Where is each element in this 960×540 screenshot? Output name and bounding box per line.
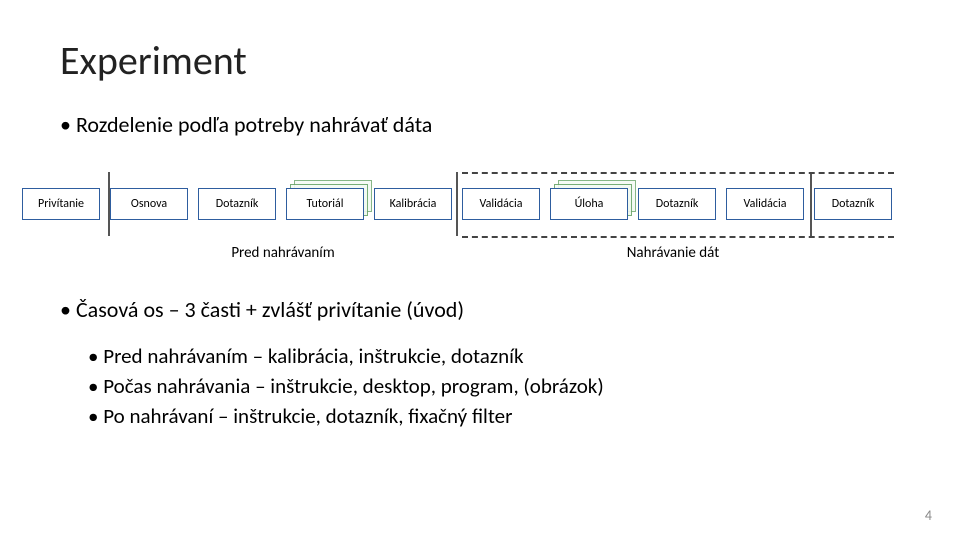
step-label: Dotazník	[198, 188, 276, 220]
page-number: 4	[925, 507, 932, 524]
bullet-sub-1: Pred nahrávaním – kalibrácia, inštrukcie…	[88, 343, 912, 369]
step-label: Validácia	[726, 188, 804, 220]
section-label-rec: Nahrávanie dát	[558, 244, 788, 262]
step-validacia-2: Validácia	[726, 188, 804, 220]
step-label: Osnova	[110, 188, 188, 220]
step-row: Privítanie Osnova Dotazník Tutoriál Kali…	[18, 188, 938, 220]
step-dotaznik-3: Dotazník	[814, 188, 892, 220]
step-uloha: Úloha	[550, 188, 628, 220]
step-label: Dotazník	[814, 188, 892, 220]
step-privitanie: Privítanie	[22, 188, 100, 220]
step-label: Validácia	[462, 188, 540, 220]
step-label: Tutoriál	[286, 188, 364, 220]
dashed-border-bottom	[462, 236, 894, 238]
bullet-sub-3: Po nahrávaní – inštrukcie, dotazník, fix…	[88, 403, 912, 429]
step-label: Privítanie	[22, 188, 100, 220]
step-dotaznik-2: Dotazník	[638, 188, 716, 220]
step-label: Kalibrácia	[374, 188, 452, 220]
step-kalibracia: Kalibrácia	[374, 188, 452, 220]
sub-bullet-list: Pred nahrávaním – kalibrácia, inštrukcie…	[88, 343, 912, 429]
dashed-border-top	[462, 172, 894, 174]
step-label: Úloha	[550, 188, 628, 220]
step-tutorial: Tutoriál	[286, 188, 364, 220]
bullet-sub-2: Počas nahrávania – inštrukcie, desktop, …	[88, 373, 912, 399]
bullet-main-1: Rozdelenie podľa potreby nahrávať dáta	[60, 111, 912, 138]
step-dotaznik-1: Dotazník	[198, 188, 276, 220]
slide-title: Experiment	[60, 36, 912, 85]
section-label-pre: Pred nahrávaním	[168, 244, 398, 262]
step-label: Dotazník	[638, 188, 716, 220]
bullet-main-2: Časová os – 3 časti + zvlášť privítanie …	[60, 296, 912, 323]
step-osnova: Osnova	[110, 188, 188, 220]
process-diagram: Privítanie Osnova Dotazník Tutoriál Kali…	[18, 158, 938, 278]
step-validacia-1: Validácia	[462, 188, 540, 220]
